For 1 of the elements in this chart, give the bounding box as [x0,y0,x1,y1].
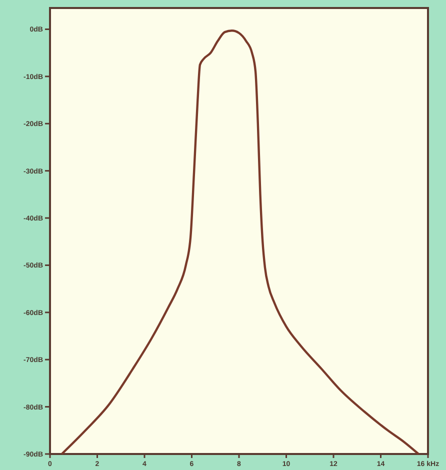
line-series [60,30,420,456]
